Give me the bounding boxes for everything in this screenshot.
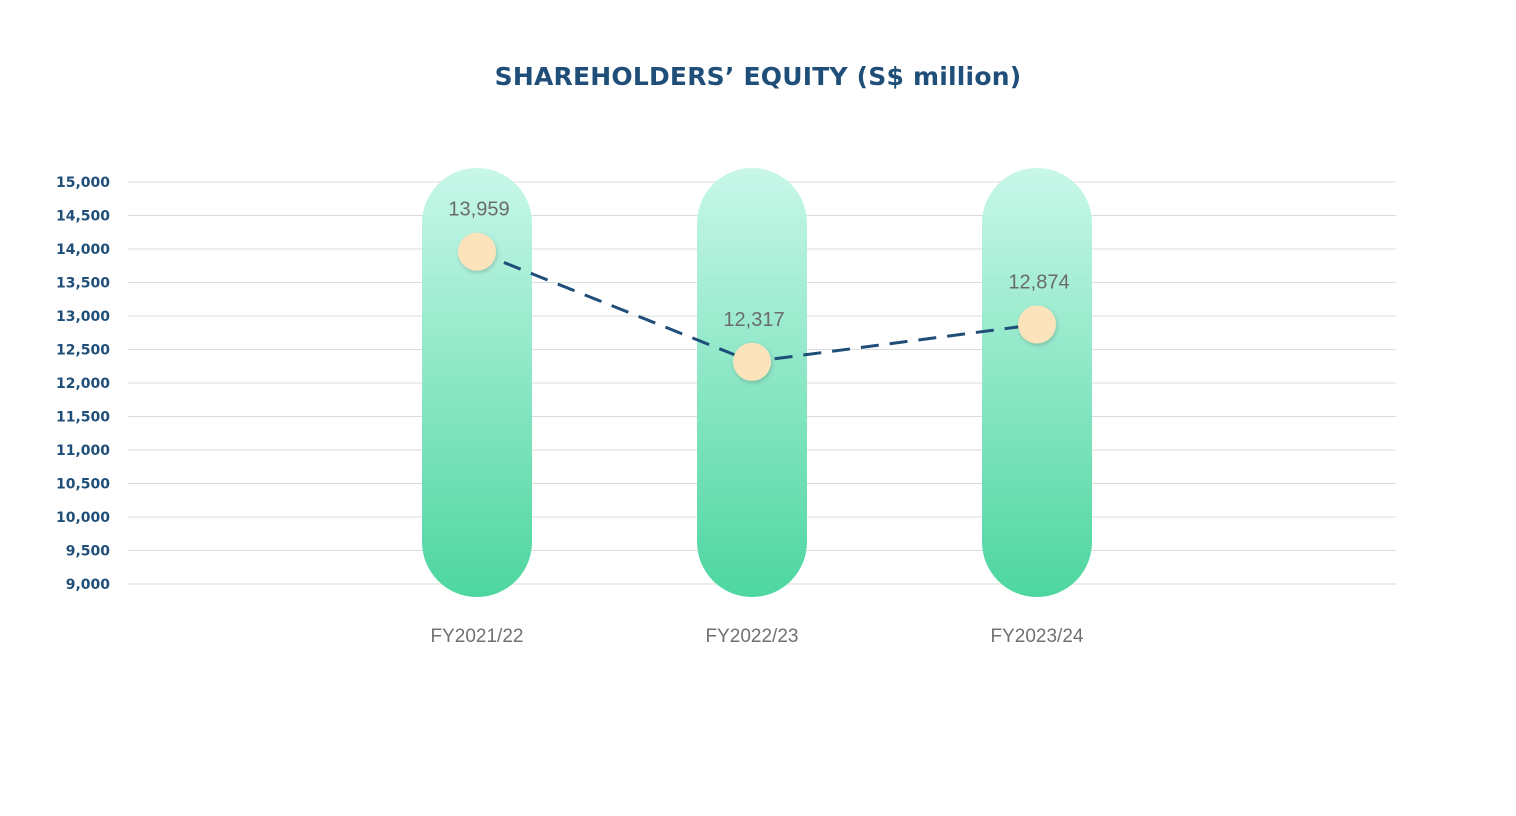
x-tick-label: FY2021/22 xyxy=(431,626,524,647)
y-tick-label: 9,000 xyxy=(66,577,111,593)
y-tick-label: 12,000 xyxy=(56,376,110,392)
y-tick-label: 9,500 xyxy=(66,544,111,560)
y-tick-label: 13,000 xyxy=(56,309,110,325)
data-point xyxy=(1018,305,1056,344)
y-tick-label: 14,000 xyxy=(56,242,110,258)
x-axis: FY2021/22 FY2022/23 FY2023/24 xyxy=(431,626,1084,647)
y-tick-label: 11,500 xyxy=(56,410,110,426)
x-tick-label: FY2022/23 xyxy=(706,626,799,647)
category-pill xyxy=(697,168,807,597)
x-tick-label: FY2023/24 xyxy=(991,626,1084,647)
y-tick-label: 10,500 xyxy=(56,477,110,493)
data-point xyxy=(733,342,771,381)
y-tick-label: 11,000 xyxy=(56,443,110,459)
data-labels: 13,959 12,317 12,874 xyxy=(448,199,1069,331)
y-tick-label: 10,000 xyxy=(56,510,110,526)
category-pills xyxy=(422,168,1092,597)
category-pill xyxy=(982,168,1092,597)
data-label: 13,959 xyxy=(448,199,509,221)
y-tick-label: 14,500 xyxy=(56,209,110,225)
y-tick-label: 15,000 xyxy=(56,175,110,191)
data-point xyxy=(458,232,496,271)
y-tick-label: 13,500 xyxy=(56,276,110,292)
y-axis: 9,000 9,500 10,000 10,500 11,000 11,500 12,000… xyxy=(56,175,110,593)
data-label: 12,874 xyxy=(1008,271,1069,293)
data-points xyxy=(458,232,1056,381)
category-pill xyxy=(422,168,532,597)
y-tick-label: 12,500 xyxy=(56,343,110,359)
data-label: 12,317 xyxy=(723,309,784,331)
chart-title: SHAREHOLDERS’ EQUITY (S$ million) xyxy=(494,62,1022,91)
